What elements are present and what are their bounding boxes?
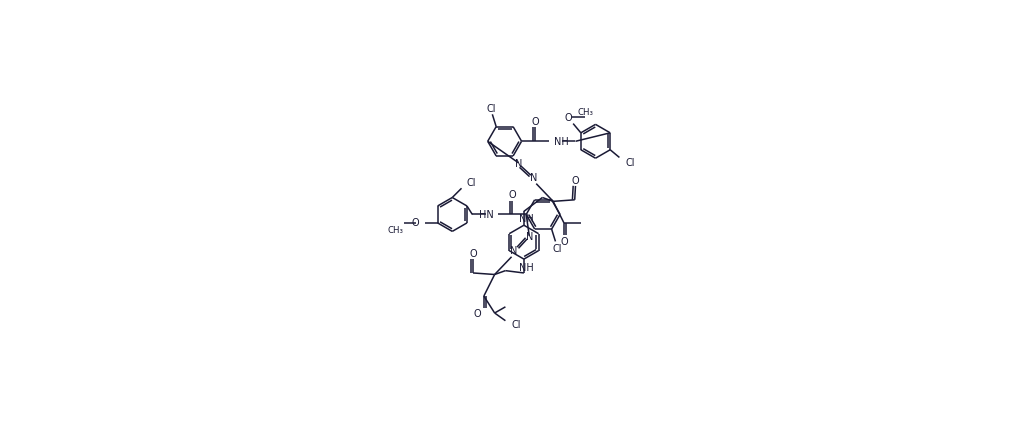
Text: O: O (565, 113, 572, 123)
Text: Cl: Cl (553, 243, 562, 253)
Text: HN: HN (480, 209, 494, 219)
Text: O: O (560, 237, 568, 247)
Text: Cl: Cl (466, 178, 475, 187)
Text: O: O (412, 217, 419, 227)
Text: Cl: Cl (511, 319, 521, 329)
Text: O: O (474, 308, 482, 318)
Text: O: O (572, 175, 579, 185)
Text: O: O (532, 117, 539, 127)
Text: CH₃: CH₃ (577, 108, 594, 116)
Text: Cl: Cl (486, 104, 496, 114)
Text: N: N (526, 231, 533, 241)
Text: N: N (510, 245, 518, 255)
Text: O: O (469, 248, 476, 258)
Text: O: O (508, 190, 517, 200)
Text: NH: NH (554, 136, 569, 146)
Text: NH: NH (519, 213, 533, 223)
Text: N: N (514, 158, 522, 168)
Text: N: N (530, 172, 537, 182)
Text: Cl: Cl (626, 158, 635, 168)
Text: CH₃: CH₃ (388, 225, 403, 234)
Text: NH: NH (519, 262, 533, 272)
